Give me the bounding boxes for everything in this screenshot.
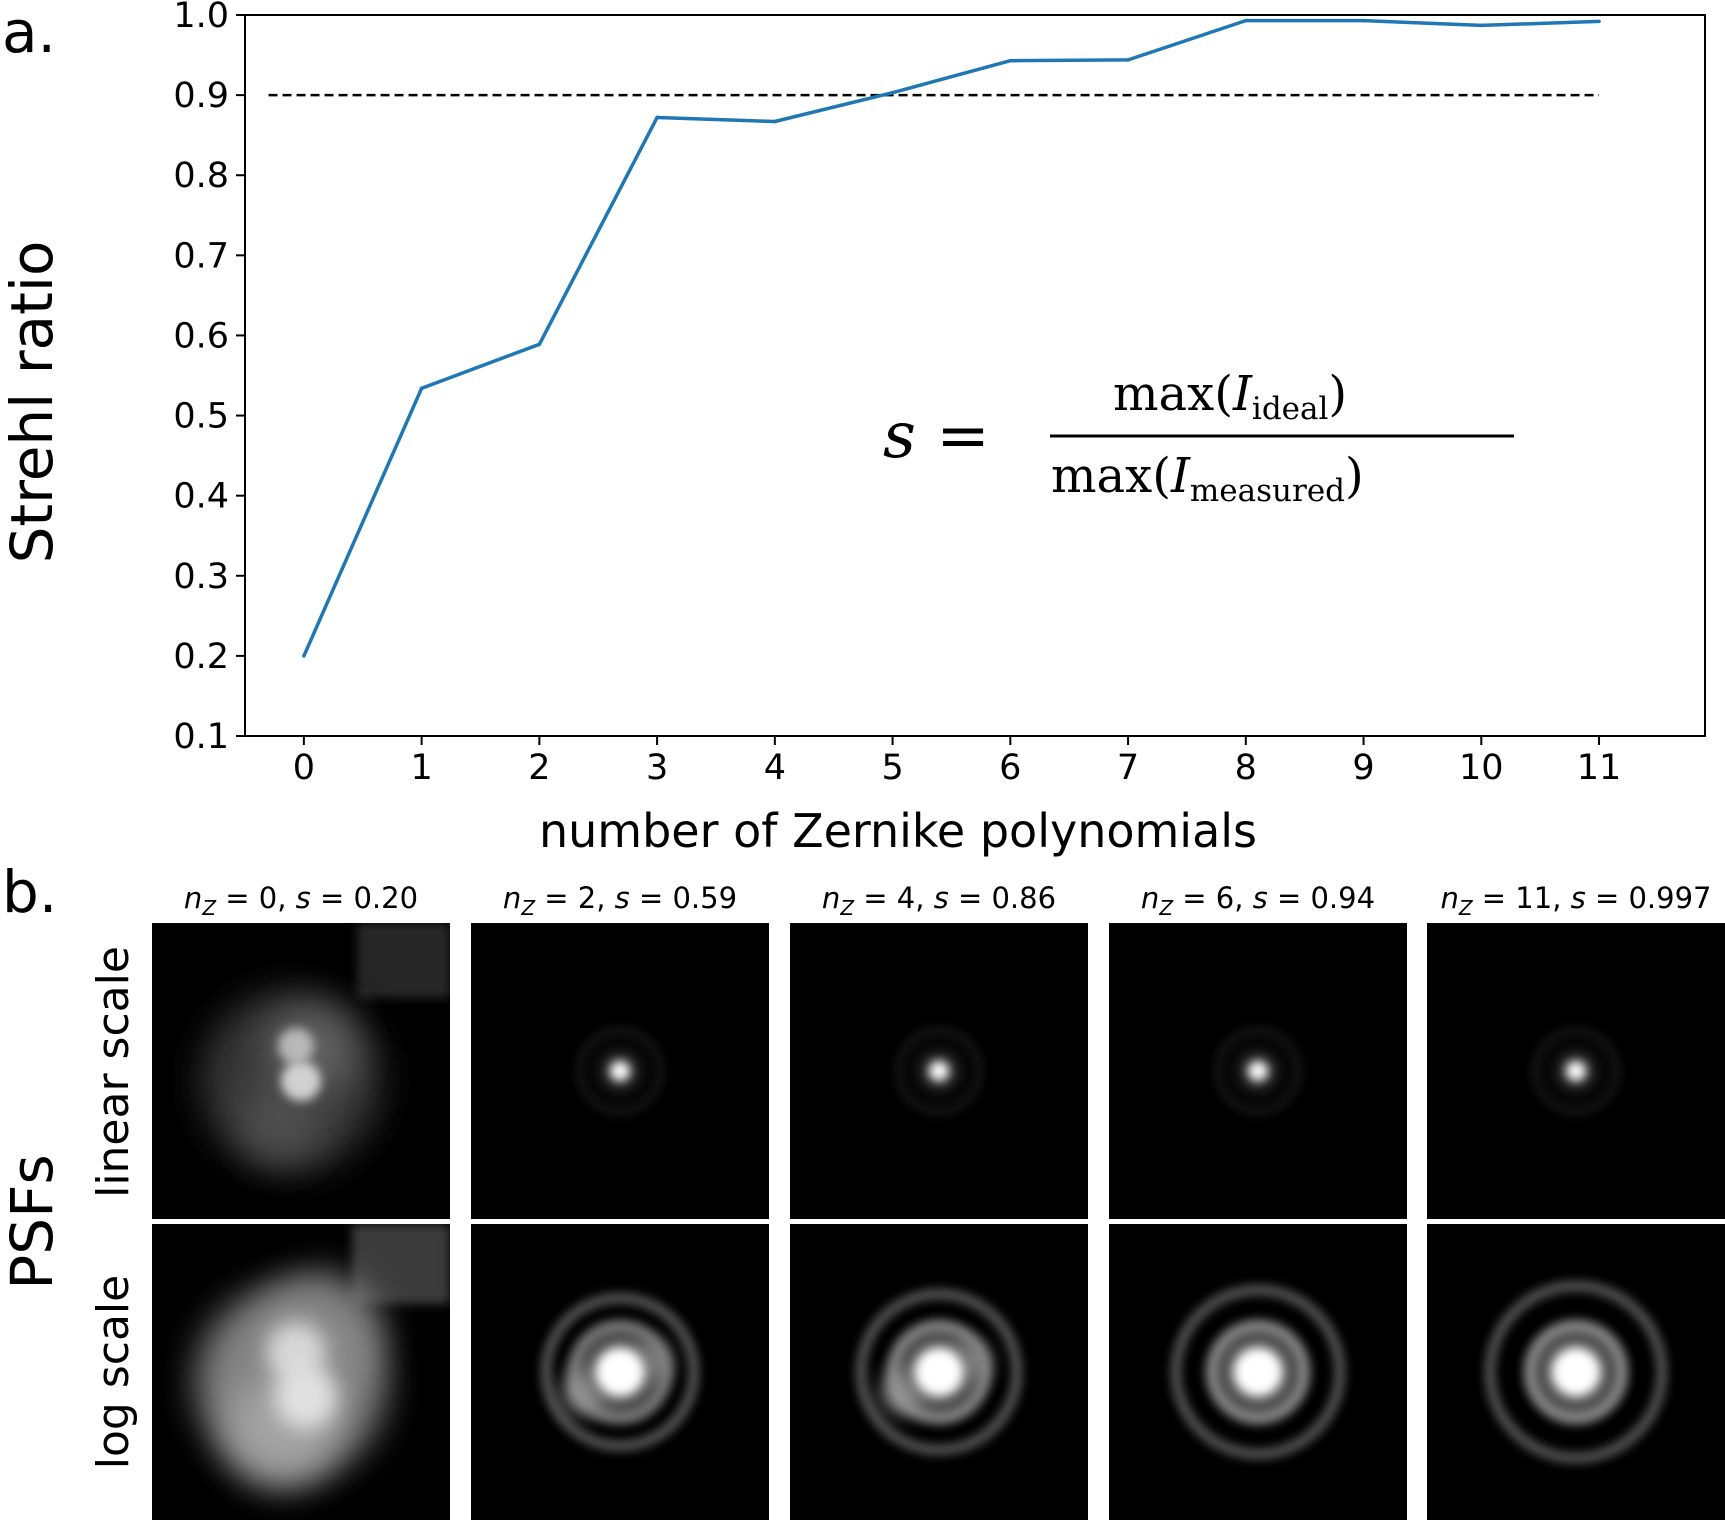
y-tick-label: 0.9 [173, 76, 229, 116]
psf-group-label: PSFs [0, 1154, 66, 1289]
x-tick-label: 3 [646, 748, 668, 788]
x-axis-title: number of Zernike polynomials [539, 804, 1257, 858]
y-tick-label: 0.6 [173, 316, 229, 356]
y-axis: 0.1 0.2 0.3 0.4 0.5 0.6 0.7 0.8 0.9 1.0 [173, 0, 245, 757]
psf-image-grid [152, 923, 1725, 1520]
x-tick-label: 1 [410, 748, 432, 788]
data-point [302, 654, 306, 658]
x-tick-label: 8 [1235, 748, 1257, 788]
y-tick-label: 0.4 [173, 477, 229, 517]
y-tick-label: 0.3 [173, 557, 229, 597]
panel-b-label: b. [2, 858, 57, 926]
series-group [302, 18, 1601, 658]
x-tick-label: 11 [1577, 748, 1622, 788]
formula-numerator: max(Iideal) [1113, 366, 1347, 427]
data-point [1597, 19, 1601, 24]
data-point [773, 119, 777, 124]
psf-image-log-nz0 [152, 1224, 450, 1520]
psf-title-2: nZ = 2, s = 0.59 [503, 881, 737, 920]
y-tick-label: 0.7 [173, 236, 229, 276]
psf-image-log-nz2 [471, 1224, 769, 1520]
psf-image-linear-nz4 [790, 923, 1088, 1219]
strehl-chart: 0.1 0.2 0.3 0.4 0.5 0.6 0.7 0.8 0.9 1.0 0 1 2 3 4 5 6 7 8… [0, 0, 1706, 858]
formula-lhs: s = [883, 399, 990, 473]
strehl-series-line [302, 18, 1600, 657]
x-tick-label: 9 [1352, 748, 1374, 788]
data-point [890, 90, 895, 95]
x-tick-label: 2 [528, 748, 550, 788]
plot-frame [244, 14, 1706, 737]
y-tick-label: 0.8 [173, 156, 229, 196]
psf-image-linear-nz2 [471, 923, 769, 1219]
data-point [1244, 18, 1248, 23]
psf-image-log-nz4 [790, 1224, 1088, 1520]
psf-image-linear-nz6 [1109, 923, 1407, 1219]
psf-image-log-nz11 [1427, 1224, 1725, 1520]
y-tick-label: 0.5 [173, 397, 229, 437]
x-tick-label: 6 [999, 748, 1021, 788]
psf-image-linear-nz11 [1427, 923, 1725, 1219]
data-point [1479, 23, 1484, 28]
row-label-linear: linear scale [88, 946, 139, 1198]
formula-denominator: max(Imeasured) [1051, 448, 1364, 509]
psf-title-11: nZ = 11, s = 0.997 [1440, 881, 1711, 920]
x-tick-label: 7 [1117, 748, 1139, 788]
y-tick-label: 0.1 [173, 717, 229, 757]
panel-a-label: a. [2, 0, 56, 66]
data-point [1126, 58, 1130, 62]
y-tick-label: 0.2 [173, 637, 229, 677]
data-point [1008, 58, 1013, 63]
y-axis-title: Strehl ratio [0, 241, 66, 564]
psf-titles: nZ = 0, s = 0.20 nZ = 2, s = 0.59 nZ = 4, … [184, 881, 1712, 920]
psf-title-4: nZ = 4, s = 0.86 [822, 881, 1056, 920]
x-tick-label: 10 [1459, 748, 1504, 788]
psf-title-0: nZ = 0, s = 0.20 [184, 881, 418, 920]
x-tick-label: 4 [764, 748, 786, 788]
psf-image-log-nz6 [1109, 1224, 1407, 1520]
psf-image-linear-nz0 [152, 923, 450, 1219]
row-label-log: log scale [88, 1275, 139, 1469]
data-point [1361, 18, 1366, 23]
y-tick-label: 1.0 [173, 0, 229, 36]
x-tick-label: 0 [293, 748, 315, 788]
strehl-formula: s = max(Iideal) max(Imeasured) [883, 366, 1514, 509]
data-point [537, 342, 542, 347]
data-point [655, 115, 659, 120]
x-tick-label: 5 [881, 748, 903, 788]
psf-title-6: nZ = 6, s = 0.94 [1141, 881, 1375, 920]
data-point [419, 386, 424, 391]
x-axis: 0 1 2 3 4 5 6 7 8 9 10 11 [293, 736, 1622, 788]
